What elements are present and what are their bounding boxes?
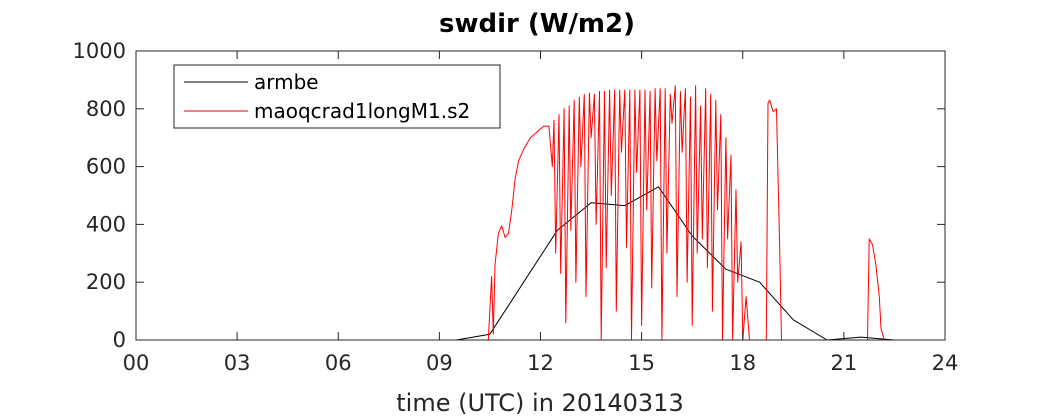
x-tick-label: 12: [527, 351, 554, 375]
x-tick-label: 24: [932, 351, 959, 375]
x-axis: 00 03 06 09 12 15 18 21 24: [123, 51, 959, 375]
y-tick-label: 1000: [73, 39, 126, 63]
x-tick-label: 00: [123, 351, 150, 375]
x-tick-label: 09: [426, 351, 453, 375]
legend: armbe maoqcrad1longM1.s2: [173, 64, 501, 129]
legend-label: armbe: [254, 70, 319, 94]
y-tick-label: 200: [86, 270, 126, 294]
x-tick-label: 06: [325, 351, 352, 375]
y-tick-label: 0: [113, 328, 126, 352]
y-axis: 0 200 400 600 800 1000: [73, 39, 945, 352]
x-tick-label: 03: [224, 351, 251, 375]
y-tick-label: 600: [86, 155, 126, 179]
x-tick-label: 18: [729, 351, 756, 375]
x-axis-label: time (UTC) in 20140313: [396, 389, 683, 417]
chart-title: swdir (W/m2): [439, 9, 635, 39]
legend-label: maoqcrad1longM1.s2: [254, 99, 470, 123]
x-tick-label: 15: [628, 351, 655, 375]
legend-box: [173, 64, 501, 129]
y-tick-label: 400: [86, 212, 126, 236]
x-tick-label: 21: [831, 351, 858, 375]
y-tick-label: 800: [86, 97, 126, 121]
series-line-armbe: [136, 186, 945, 341]
series-line-maoqcrad1longm1-s2: [136, 85, 945, 341]
